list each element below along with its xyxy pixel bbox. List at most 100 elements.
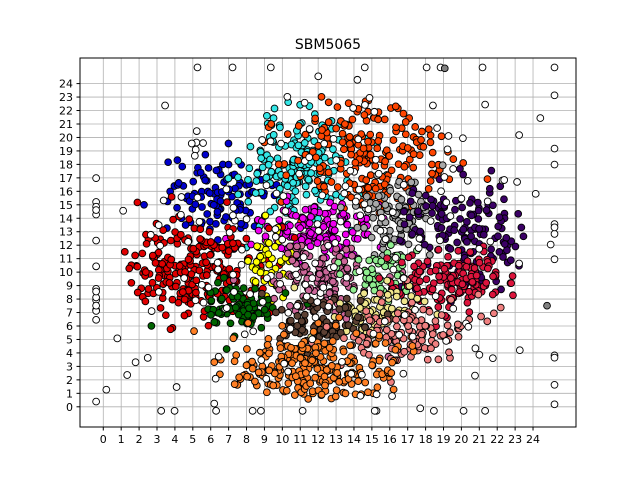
data-point [463,218,471,226]
data-point [288,359,296,368]
data-point [170,406,179,415]
data-point [517,223,526,232]
data-point [415,267,424,276]
data-point [271,242,279,251]
data-point [392,292,401,301]
data-point [399,274,408,283]
data-point [195,217,204,226]
data-point [189,244,198,253]
data-point [383,254,391,263]
data-point [352,329,361,338]
data-point [206,251,214,259]
data-point [296,354,305,362]
data-point [177,210,185,219]
data-points [92,63,559,415]
data-point [437,187,445,196]
data-point [360,289,368,298]
data-point [224,160,233,169]
data-point [513,178,521,186]
data-point [431,266,440,275]
data-point [248,406,257,415]
data-point [388,392,396,400]
data-point [440,64,449,73]
y-tick-label: 15 [59,199,73,212]
data-point [359,144,368,153]
data-point [354,255,363,264]
data-point [313,220,322,228]
data-point [388,358,396,367]
data-point [471,344,480,353]
data-point [422,202,430,210]
data-point [230,380,239,388]
x-tick-label: 13 [329,433,343,446]
data-point [365,316,374,325]
data-point [389,385,398,394]
data-point [159,226,168,234]
data-point [438,161,447,170]
data-point [270,294,279,303]
y-tick-label: 23 [59,91,73,104]
data-point [421,191,430,200]
data-point [338,357,346,366]
y-tick-label: 22 [59,105,73,118]
data-point [192,127,201,135]
data-point [311,313,320,322]
data-point [222,213,230,221]
data-point [294,122,303,130]
data-point [417,330,426,339]
data-point [161,101,169,110]
data-point [436,236,444,245]
data-point [321,381,329,390]
data-point [405,155,414,164]
data-point [381,157,389,166]
data-point [214,265,222,274]
data-point [377,298,386,306]
data-point [274,160,283,169]
data-point [329,277,337,286]
data-point [360,111,369,119]
data-point [300,139,309,147]
data-point [502,233,511,242]
data-point [265,349,273,358]
data-point [475,258,484,267]
data-point [166,236,175,245]
data-point [443,321,452,330]
data-point [419,142,428,151]
data-point [254,226,263,235]
data-point [391,345,400,354]
data-point [234,310,243,319]
data-point [330,202,339,211]
data-point [340,334,348,342]
data-point [482,278,491,287]
y-tick-label: 20 [59,131,73,144]
data-point [138,249,147,258]
y-tick-label: 14 [59,212,73,225]
data-point [404,240,413,249]
x-axis-ticks: 0 1 2 3 4 5 6 7 8 9 10 11 12 13 14 15 16 17 18 19 20 21 22 23 24 [100,427,540,446]
data-point [335,378,343,386]
data-point [195,266,204,275]
data-point [362,192,371,201]
data-point [367,233,376,242]
data-point [361,101,369,109]
data-point [355,185,363,194]
data-point [314,72,323,81]
data-point [320,139,329,148]
x-tick-label: 22 [490,433,504,446]
data-point [225,228,234,237]
data-point [184,255,193,264]
data-point [181,221,190,229]
data-point [364,184,373,192]
data-point [192,276,201,285]
data-point [415,234,424,243]
data-point [399,369,408,378]
data-point [426,217,435,225]
x-tick-label: 24 [526,433,540,446]
data-point [353,223,362,232]
data-point [254,368,263,377]
data-point [207,238,215,246]
data-point [408,230,417,238]
data-point [449,304,458,313]
data-point [470,264,479,272]
